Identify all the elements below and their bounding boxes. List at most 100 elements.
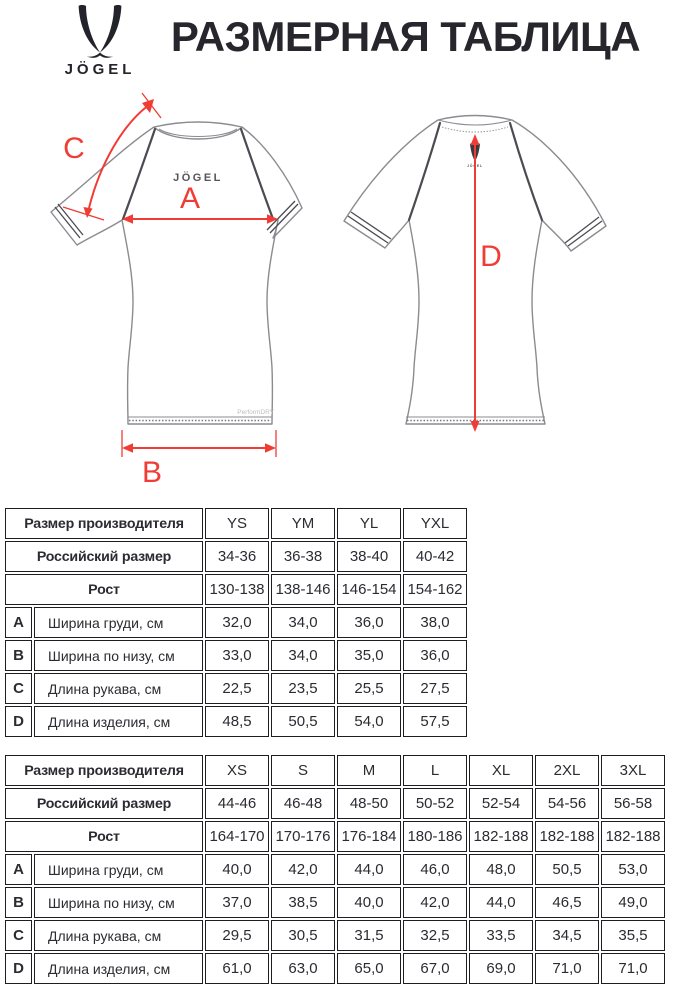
- table-row: C Длина рукава, см 29,5 30,5 31,5 32,5 3…: [5, 920, 665, 951]
- row-label-cell: Российский размер: [5, 541, 203, 572]
- front-chest-logo: JÖGEL: [173, 171, 223, 184]
- table-cell: YL: [337, 508, 401, 539]
- table-cell: 36,0: [337, 607, 401, 638]
- row-label-cell: Длина изделия, см: [34, 706, 203, 737]
- back-collar-stitch: [441, 126, 509, 133]
- table-cell: 71,0: [535, 953, 599, 984]
- table-cell: 44,0: [469, 887, 533, 918]
- row-label-cell: Ширина груди, см: [34, 607, 203, 638]
- row-key-cell: B: [5, 887, 32, 918]
- row-key-cell: B: [5, 640, 32, 671]
- row-label-cell: Ширина груди, см: [34, 854, 203, 885]
- shirt-back-view: JÖGEL D: [343, 114, 607, 432]
- front-shirt-outline: [50, 121, 303, 425]
- back-raglan-seam-right: [508, 121, 544, 222]
- table-cell: 40,0: [337, 887, 401, 918]
- table-cell: YS: [205, 508, 269, 539]
- adult-size-table: Размер производителя XS S M L XL 2XL 3XL…: [3, 753, 667, 986]
- measure-tick-c-bottom: [62, 206, 105, 221]
- back-cuff-trim-left: [347, 211, 392, 244]
- table-cell: 35,5: [601, 920, 665, 951]
- arrowhead-up-icon: [470, 134, 480, 145]
- row-label-cell: Размер производителя: [5, 508, 203, 539]
- table-row: D Длина изделия, см 61,0 63,0 65,0 67,0 …: [5, 953, 665, 984]
- table-cell: 54-56: [535, 788, 599, 819]
- table-cell: 48-50: [337, 788, 401, 819]
- row-label-cell: Ширина по низу, см: [34, 887, 203, 918]
- table-cell: 48,0: [469, 854, 533, 885]
- table-row: Размер производителя YS YM YL YXL: [5, 508, 467, 539]
- table-row: B Ширина по низу, см 37,0 38,5 40,0 42,0…: [5, 887, 665, 918]
- measure-arrow-c: [88, 105, 149, 209]
- table-cell: XS: [205, 755, 269, 786]
- front-cuff-trim-left: [54, 203, 84, 239]
- table-cell: 61,0: [205, 953, 269, 984]
- table-cell: 38,0: [403, 607, 467, 638]
- row-label-cell: Длина изделия, см: [34, 953, 203, 984]
- table-cell: YM: [271, 508, 335, 539]
- table-cell: 48,5: [205, 706, 269, 737]
- table-cell: 34,0: [271, 607, 335, 638]
- table-cell: 30,5: [271, 920, 335, 951]
- table-cell: 33,5: [469, 920, 533, 951]
- measure-tick-c-top: [141, 92, 162, 119]
- table-cell: 25,5: [337, 673, 401, 704]
- table-cell: 50,5: [535, 854, 599, 885]
- table-cell: 52-54: [469, 788, 533, 819]
- table-cell: 33,0: [205, 640, 269, 671]
- row-key-cell: D: [5, 953, 32, 984]
- table-cell: 46-48: [271, 788, 335, 819]
- shirt-measure-diagram: JÖGEL PerformDRY A B C JÖGEL: [0, 86, 675, 488]
- table-cell: 182-188: [601, 821, 665, 852]
- arrowhead-left-icon: [122, 214, 133, 224]
- table-row: Российский размер 34-36 36-38 38-40 40-4…: [5, 541, 467, 572]
- front-collar-inner: [158, 128, 238, 138]
- front-cuff-trim-right: [266, 200, 299, 234]
- brand-wordmark: JÖGEL: [64, 61, 136, 78]
- back-raglan-seam-left: [407, 121, 442, 222]
- table-cell: 40,0: [205, 854, 269, 885]
- table-cell: 42,0: [271, 854, 335, 885]
- table-cell: 27,5: [403, 673, 467, 704]
- table-cell: 32,5: [403, 920, 467, 951]
- measure-label-d: D: [480, 240, 502, 273]
- table-cell: 3XL: [601, 755, 665, 786]
- table-row: B Ширина по низу, см 33,0 34,0 35,0 36,0: [5, 640, 467, 671]
- front-fabric-label: PerformDRY: [237, 409, 274, 416]
- arrowhead-right-icon: [265, 443, 276, 453]
- table-cell: 50-52: [403, 788, 467, 819]
- table-cell: 50,5: [271, 706, 335, 737]
- table-row: Рост 164-170 170-176 176-184 180-186 182…: [5, 821, 665, 852]
- measure-label-b: B: [142, 456, 162, 488]
- table-row: C Длина рукава, см 22,5 23,5 25,5 27,5: [5, 673, 467, 704]
- table-cell: 54,0: [337, 706, 401, 737]
- table-row: Размер производителя XS S M L XL 2XL 3XL: [5, 755, 665, 786]
- table-cell: 65,0: [337, 953, 401, 984]
- table-cell: YXL: [403, 508, 467, 539]
- table-cell: 154-162: [403, 574, 467, 605]
- table-row: Рост 130-138 138-146 146-154 154-162: [5, 574, 467, 605]
- row-key-cell: D: [5, 706, 32, 737]
- table-cell: 32,0: [205, 607, 269, 638]
- table-cell: 180-186: [403, 821, 467, 852]
- row-key-cell: A: [5, 854, 32, 885]
- table-cell: 146-154: [337, 574, 401, 605]
- page-title: РАЗМЕРНАЯ ТАБЛИЦА: [170, 13, 641, 60]
- youth-size-table: Размер производителя YS YM YL YXL Россий…: [3, 506, 469, 739]
- table-cell: 31,5: [337, 920, 401, 951]
- table-cell: S: [271, 755, 335, 786]
- row-label-cell: Ширина по низу, см: [34, 640, 203, 671]
- row-label-cell: Рост: [5, 821, 203, 852]
- table-cell: 44,0: [337, 854, 401, 885]
- table-cell: M: [337, 755, 401, 786]
- front-raglan-seam-right: [239, 127, 275, 221]
- table-cell: 29,5: [205, 920, 269, 951]
- table-cell: 182-188: [535, 821, 599, 852]
- table-cell: L: [403, 755, 467, 786]
- row-label-cell: Рост: [5, 574, 203, 605]
- table-cell: 34,5: [535, 920, 599, 951]
- table-cell: 182-188: [469, 821, 533, 852]
- table-cell: 67,0: [403, 953, 467, 984]
- arrowhead-up-icon: [142, 99, 154, 113]
- row-label-cell: Российский размер: [5, 788, 203, 819]
